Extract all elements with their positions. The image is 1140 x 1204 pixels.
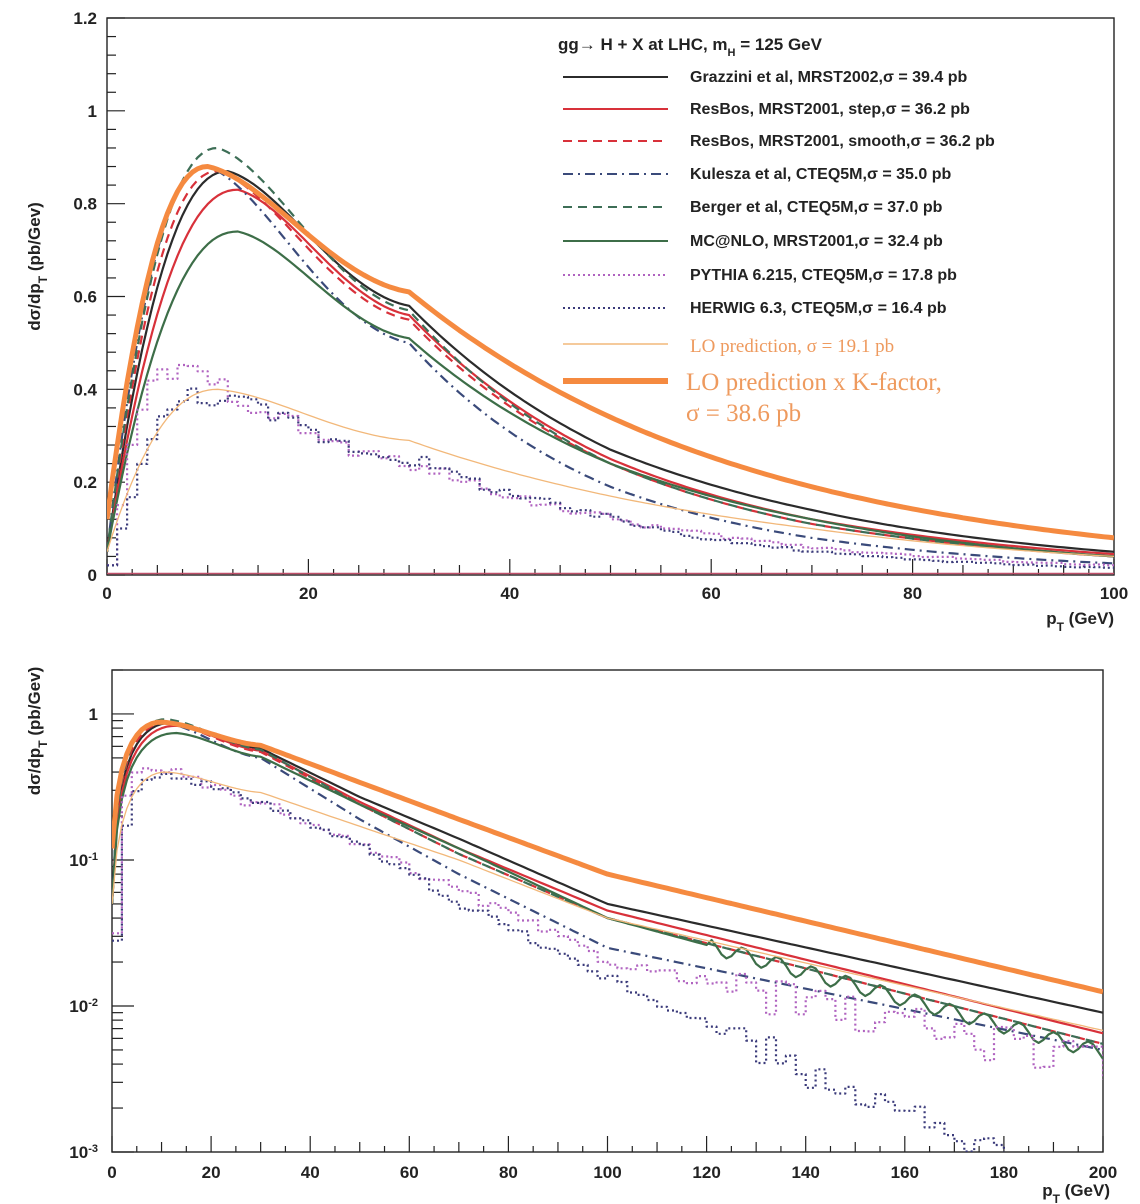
bottom-x-tick-label: 140 xyxy=(792,1163,820,1182)
bottom-y-axis-title: dσ/dpT (pb/Gev) xyxy=(25,667,50,796)
top-x-tick-label: 40 xyxy=(500,584,519,603)
top-x-tick-label: 0 xyxy=(102,584,111,603)
bottom-series-line xyxy=(112,724,1103,1035)
tick-exp: -2 xyxy=(88,997,98,1009)
tick-exp: -1 xyxy=(88,851,98,863)
bottom-series-line xyxy=(112,771,1103,1032)
top-y-tick-label: 1 xyxy=(88,102,97,121)
top-curves xyxy=(107,146,1114,575)
xlabel-tail: (GeV) xyxy=(1060,1181,1110,1200)
top-y-tick-label: 0.4 xyxy=(73,380,97,399)
ylabel-tail: (pb/Gev) xyxy=(25,202,44,276)
bottom-x-tick-label: 80 xyxy=(499,1163,518,1182)
bottom-curves xyxy=(112,718,1103,1152)
bottom-x-axis-title: pT (GeV) xyxy=(1042,1181,1110,1204)
tick-base: 10 xyxy=(69,997,88,1016)
tick-exp: -3 xyxy=(88,1143,98,1155)
top-x-axis-title: pT (GeV) xyxy=(1046,609,1114,634)
top-x-tick-label: 20 xyxy=(299,584,318,603)
bottom-series-line xyxy=(112,772,1005,1152)
bottom-series-line xyxy=(112,721,1103,1045)
ylabel-tail: (pb/Gev) xyxy=(25,667,44,741)
top-series-line xyxy=(107,188,1114,556)
top-x-tick-label: 100 xyxy=(1100,584,1128,603)
bottom-x-tick-label: 20 xyxy=(202,1163,221,1182)
bottom-y-tick-label: 1 xyxy=(89,705,98,724)
legend-title: gg→ H + X at LHC, mH = 125 GeV xyxy=(558,35,823,59)
top-y-axis-title: dσ/dpT (pb/Gev) xyxy=(25,202,50,331)
bottom-y-tick-label: 10-1 xyxy=(69,851,98,870)
top-x-tick-label: 80 xyxy=(903,584,922,603)
xlabel-tail: (GeV) xyxy=(1064,609,1114,628)
ylabel-sub: T xyxy=(36,740,50,748)
bottom-y-tick-label: 10-2 xyxy=(69,997,98,1016)
bottom-x-tick-label: 100 xyxy=(593,1163,621,1182)
bottom-x-tick-label: 0 xyxy=(107,1163,116,1182)
legend-entry: ResBos, MRST2001, smooth,σ = 36.2 pb xyxy=(690,133,995,150)
top-series-line xyxy=(107,230,1114,558)
top-y-tick-label: 0.6 xyxy=(73,288,97,307)
xlabel-sub: T xyxy=(1057,620,1065,634)
bottom-x-tick-label: 120 xyxy=(692,1163,720,1182)
ylabel-main: dσ/dp xyxy=(25,283,44,331)
legend-entry: Kulesza et al, CTEQ5M,σ = 35.0 pb xyxy=(690,166,951,183)
tick-base: 1 xyxy=(89,705,98,724)
top-y-tick-label: 0.8 xyxy=(73,195,97,214)
bottom-x-tick-label: 160 xyxy=(891,1163,919,1182)
bottom-series-line xyxy=(112,718,1103,1045)
legend-title-tail: = 125 GeV xyxy=(736,35,823,54)
legend-entry: LO prediction, σ = 19.1 pb xyxy=(690,336,894,357)
xlabel-main: p xyxy=(1042,1181,1052,1200)
bottom-x-tick-label: 200 xyxy=(1089,1163,1117,1182)
xlabel-main: p xyxy=(1046,609,1056,628)
top-series-line xyxy=(107,363,1114,567)
bottom-series-line xyxy=(112,721,1103,1051)
bottom-y-tick-label: 10-3 xyxy=(69,1143,98,1162)
top-y-tick-label: 0 xyxy=(88,566,97,585)
top-series-line xyxy=(107,387,1114,569)
legend-title-main: gg→ H + X at LHC, m xyxy=(558,35,728,54)
top-legend: gg→ H + X at LHC, mH = 125 GeV Grazzini e… xyxy=(558,35,995,427)
ylabel-main: dσ/dp xyxy=(25,748,44,796)
legend-entry: σ = 38.6 pb xyxy=(686,400,801,427)
bottom-x-tick-label: 180 xyxy=(990,1163,1018,1182)
top-series-line xyxy=(107,170,1114,553)
legend-entry: Berger et al, CTEQ5M,σ = 37.0 pb xyxy=(690,199,943,216)
legend-entry: LO prediction x K-factor, xyxy=(686,369,942,396)
top-y-tick-label: 0.2 xyxy=(73,473,97,492)
top-y-tick-label: 1.2 xyxy=(73,9,97,28)
top-series-line xyxy=(107,170,1114,558)
legend-entry: MC@NLO, MRST2001,σ = 32.4 pb xyxy=(690,233,943,250)
bottom-x-tick-label: 60 xyxy=(400,1163,419,1182)
legend-entry: HERWIG 6.3, CTEQ5M,σ = 16.4 pb xyxy=(690,300,947,317)
bottom-chart-panel: 0 20 40 60 80 100 120 140 160 180 20010-310-210-11… xyxy=(25,667,1117,1204)
bottom-x-tick-label: 40 xyxy=(301,1163,320,1182)
bottom-series-line xyxy=(112,721,1103,1014)
top-x-tick-label: 60 xyxy=(702,584,721,603)
top-series-line xyxy=(107,164,1114,541)
bottom-series-line xyxy=(112,719,1103,995)
tick-base: 10 xyxy=(69,851,88,870)
bottom-series-line xyxy=(112,731,1103,1060)
legend-title-sub: H xyxy=(728,47,736,59)
legend-entry: ResBos, MRST2001, step,σ = 36.2 pb xyxy=(690,101,970,118)
top-series-line xyxy=(107,146,1114,558)
legend-entry: Grazzini et al, MRST2002,σ = 39.4 pb xyxy=(690,69,967,86)
bottom-series-line xyxy=(112,767,1103,1080)
top-series-line xyxy=(107,388,1114,558)
top-series-line xyxy=(107,165,1114,565)
ylabel-sub: T xyxy=(36,275,50,283)
legend-entry: PYTHIA 6.215, CTEQ5M,σ = 17.8 pb xyxy=(690,267,957,284)
xlabel-sub: T xyxy=(1053,1192,1061,1204)
tick-base: 10 xyxy=(69,1143,88,1162)
